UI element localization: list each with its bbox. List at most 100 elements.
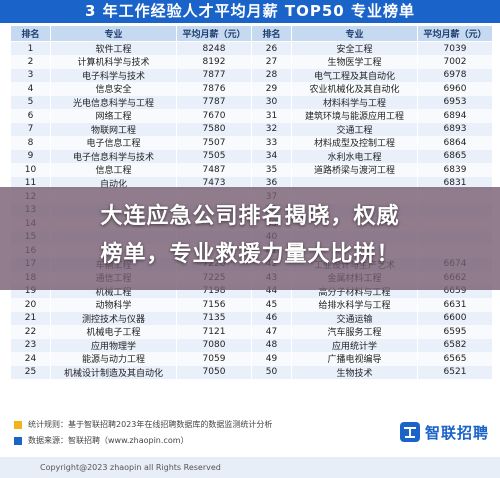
rank-cell: 2 [10, 55, 51, 69]
major-cell: 能源与动力工程 [50, 352, 177, 366]
salary-cell: 7505 [176, 149, 252, 163]
table-row: 5 光电信息科学与工程 7787 30 材料科学与工程 6953 [10, 95, 493, 109]
salary-cell: 7059 [176, 352, 252, 366]
major-cell: 动物科学 [50, 298, 177, 312]
header-rank-left: 排名 [10, 25, 51, 42]
rank-cell: 45 [251, 298, 292, 312]
rank-cell: 29 [251, 82, 292, 96]
major-cell: 建筑环境与能源应用工程 [291, 109, 418, 123]
major-cell: 广播电视编导 [291, 352, 418, 366]
major-cell: 农业机械化及其自动化 [291, 82, 418, 96]
salary-cell: 7002 [417, 55, 493, 69]
salary-cell: 7670 [176, 109, 252, 123]
stat-rule-note: 统计规则：基于智联招聘2023年在线招聘数据库的数据监测统计分析 [14, 419, 272, 430]
salary-cell: 7787 [176, 95, 252, 109]
rank-cell: 21 [10, 311, 51, 325]
rank-cell: 30 [251, 95, 292, 109]
table-row: 21 测控技术与仪器 7135 46 交通运输 6600 [10, 311, 493, 325]
yellow-square-icon [14, 420, 22, 429]
major-cell: 机械设计制造及其自动化 [50, 365, 177, 379]
rank-cell: 33 [251, 136, 292, 150]
salary-cell: 7050 [176, 365, 252, 379]
rank-cell: 46 [251, 311, 292, 325]
stat-rule-text: 统计规则：基于智联招聘2023年在线招聘数据库的数据监测统计分析 [28, 420, 273, 429]
rank-cell: 34 [251, 149, 292, 163]
major-cell: 生物技术 [291, 365, 418, 379]
major-cell: 应用物理学 [50, 338, 177, 352]
rank-cell: 7 [10, 122, 51, 136]
major-cell: 测控技术与仪器 [50, 311, 177, 325]
salary-cell: 7876 [176, 82, 252, 96]
rank-cell: 26 [251, 41, 292, 55]
rank-cell: 9 [10, 149, 51, 163]
table-row: 10 信息工程 7487 35 道路桥梁与渡河工程 6839 [10, 163, 493, 177]
salary-cell: 8192 [176, 55, 252, 69]
major-cell: 电子信息科学与技术 [50, 149, 177, 163]
salary-cell: 6894 [417, 109, 493, 123]
major-cell: 机械电子工程 [50, 325, 177, 339]
zhaopin-logo-icon [399, 422, 420, 442]
table-row: 4 信息安全 7876 29 农业机械化及其自动化 6960 [10, 82, 493, 96]
major-cell: 交通工程 [291, 122, 418, 136]
table-row: 23 应用物理学 7080 48 应用统计学 6582 [10, 338, 493, 352]
major-cell: 信息工程 [50, 163, 177, 177]
rank-cell: 27 [251, 55, 292, 69]
rank-cell: 5 [10, 95, 51, 109]
table-row: 20 动物科学 7156 45 给排水科学与工程 6631 [10, 298, 493, 312]
table-row: 3 电子科学与技术 7877 28 电气工程及其自动化 6978 [10, 68, 493, 82]
salary-cell: 7580 [176, 122, 252, 136]
rank-cell: 6 [10, 109, 51, 123]
salary-cell: 6839 [417, 163, 493, 177]
major-cell: 交通运输 [291, 311, 418, 325]
overlay-headline-line1: 大连应急公司排名揭晓，权威 [100, 204, 400, 229]
header-major-left: 专业 [50, 25, 177, 42]
rank-cell: 1 [10, 41, 51, 55]
major-cell: 电子信息工程 [50, 136, 177, 150]
copyright-bar: Copyright@2023 zhaopin all Rights Reserv… [0, 457, 500, 478]
salary-cell: 6582 [417, 338, 493, 352]
rank-cell: 3 [10, 68, 51, 82]
major-cell: 网络工程 [50, 109, 177, 123]
salary-cell: 7877 [176, 68, 252, 82]
salary-cell: 6865 [417, 149, 493, 163]
table-row: 11 自动化 7473 36 6831 [10, 176, 493, 190]
overlay-headline-line2: 榜单，专业救援力量大比拼！ [100, 242, 400, 267]
table-row: 25 机械设计制造及其自动化 7050 50 生物技术 6521 [10, 365, 493, 379]
salary-cell: 8248 [176, 41, 252, 55]
salary-cell: 7507 [176, 136, 252, 150]
rank-cell: 49 [251, 352, 292, 366]
major-cell: 汽车服务工程 [291, 325, 418, 339]
major-cell: 材料科学与工程 [291, 95, 418, 109]
blue-square-icon [14, 436, 22, 445]
header-rank-right: 排名 [251, 25, 292, 42]
table-row: 2 计算机科学与技术 8192 27 生物医学工程 7002 [10, 55, 493, 69]
major-cell [291, 176, 418, 190]
rank-cell: 4 [10, 82, 51, 96]
salary-cell: 6521 [417, 365, 493, 379]
major-cell: 给排水科学与工程 [291, 298, 418, 312]
table-header-row: 排名 专业 平均月薪（元） 排名 专业 平均月薪（元） [10, 25, 493, 42]
table-row: 22 机械电子工程 7121 47 汽车服务工程 6595 [10, 325, 493, 339]
rank-cell: 47 [251, 325, 292, 339]
table-row: 1 软件工程 8248 26 安全工程 7039 [10, 41, 493, 55]
major-cell: 材料成型及控制工程 [291, 136, 418, 150]
salary-cell: 7487 [176, 163, 252, 177]
table-row: 7 物联网工程 7580 32 交通工程 6893 [10, 122, 493, 136]
salary-cell: 7473 [176, 176, 252, 190]
header-salary-left: 平均月薪（元） [176, 25, 252, 42]
data-source-text: 数据来源：智联招聘（www.zhaopin.com） [28, 436, 189, 445]
page-title: 3 年工作经验人才平均月薪 TOP50 专业榜单 [0, 0, 500, 23]
salary-cell: 6631 [417, 298, 493, 312]
rank-cell: 48 [251, 338, 292, 352]
major-cell: 生物医学工程 [291, 55, 418, 69]
rank-cell: 24 [10, 352, 51, 366]
salary-cell: 6565 [417, 352, 493, 366]
salary-cell: 6864 [417, 136, 493, 150]
major-cell: 信息安全 [50, 82, 177, 96]
header-major-right: 专业 [291, 25, 418, 42]
rank-cell: 20 [10, 298, 51, 312]
header-salary-right: 平均月薪（元） [417, 25, 493, 42]
salary-cell: 6600 [417, 311, 493, 325]
major-cell: 电气工程及其自动化 [291, 68, 418, 82]
salary-cell: 7121 [176, 325, 252, 339]
